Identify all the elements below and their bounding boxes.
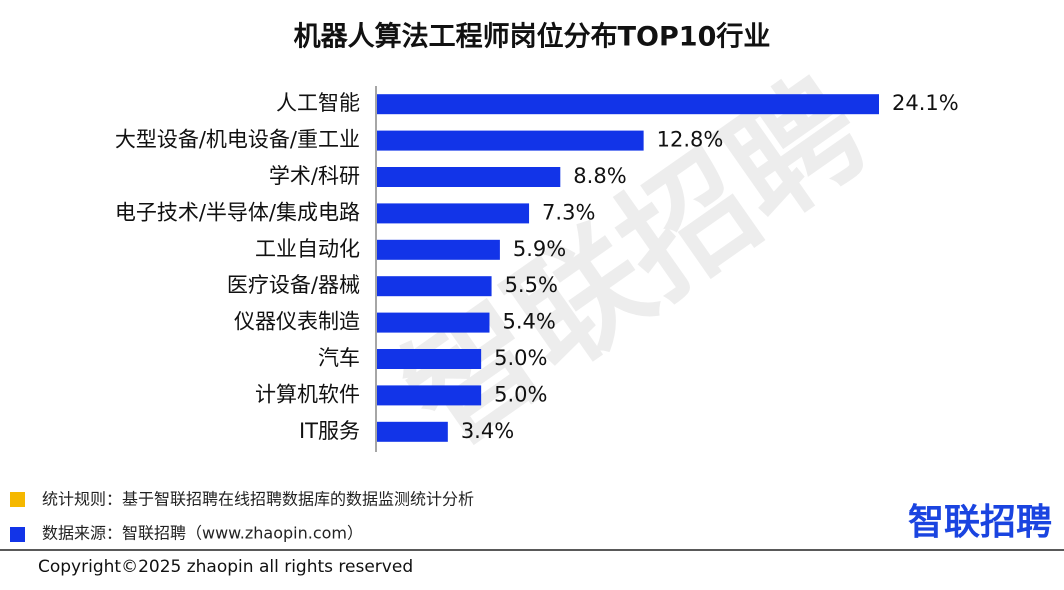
- bar: [377, 94, 879, 115]
- data-label: 24.1%: [892, 91, 959, 115]
- data-label: 7.3%: [542, 200, 595, 224]
- bar: [377, 239, 500, 260]
- y-tick-label: 汽车: [318, 346, 360, 370]
- bar: [377, 130, 644, 151]
- y-tick-label: IT服务: [299, 419, 360, 443]
- bar: [377, 203, 530, 224]
- y-tick-label: 电子技术/半导体/集成电路: [115, 200, 360, 224]
- y-tick-label: 学术/科研: [269, 164, 360, 188]
- data-label: 5.0%: [494, 382, 547, 406]
- y-tick-label: 医疗设备/器械: [227, 273, 360, 297]
- data-label: 3.4%: [461, 419, 514, 443]
- note: 统计规则：基于智联招聘在线招聘数据库的数据监测统计分析: [42, 490, 474, 509]
- y-tick-label: 工业自动化: [255, 237, 360, 261]
- bar: [377, 421, 448, 442]
- bar: [377, 349, 482, 369]
- data-label: 5.0%: [494, 346, 547, 370]
- y-tick-label: 仪器仪表制造: [234, 310, 360, 334]
- copyright: Copyright©2025 zhaopin all rights reserv…: [38, 557, 413, 577]
- bar: [377, 167, 561, 187]
- chart-title: 机器人算法工程师岗位分布TOP10行业: [294, 21, 771, 53]
- bar: [377, 276, 492, 297]
- note-marker: [10, 527, 25, 542]
- logo: 智联招聘: [908, 502, 1052, 543]
- bar: [377, 312, 490, 333]
- y-tick-label: 大型设备/机电设备/重工业: [115, 128, 360, 152]
- y-tick-label: 计算机软件: [255, 382, 360, 406]
- data-label: 8.8%: [573, 164, 626, 188]
- data-label: 5.4%: [502, 310, 555, 334]
- note-marker: [10, 492, 25, 507]
- data-label: 5.5%: [505, 273, 558, 297]
- note: 数据来源：智联招聘（www.zhaopin.com）: [42, 524, 363, 543]
- data-label: 12.8%: [657, 128, 724, 152]
- data-label: 5.9%: [513, 237, 566, 261]
- bar: [377, 385, 482, 406]
- y-tick-label: 人工智能: [276, 91, 360, 115]
